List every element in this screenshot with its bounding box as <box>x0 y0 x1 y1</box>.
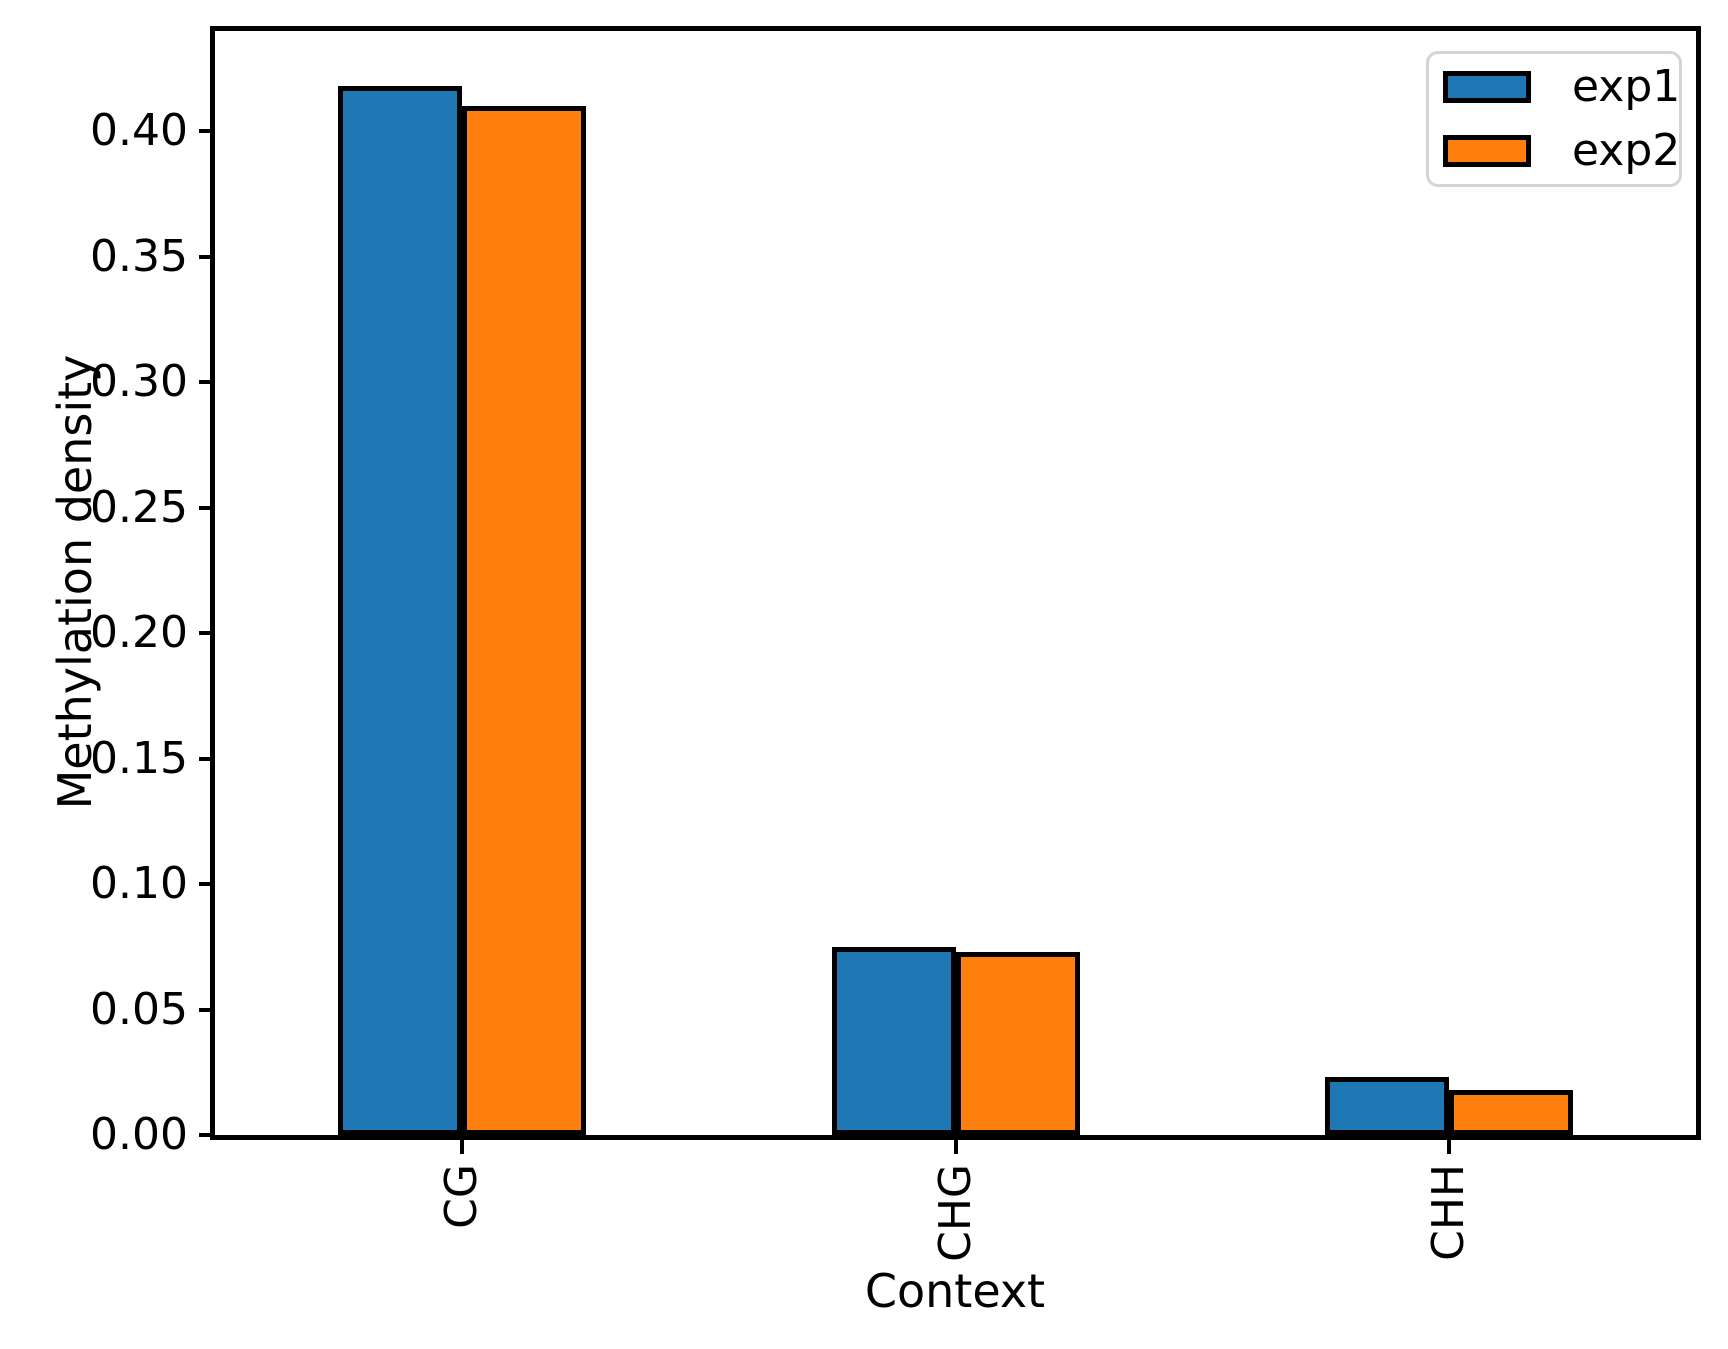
y-tick-mark <box>199 505 215 510</box>
y-tick-label: 0.00 <box>90 1109 188 1160</box>
y-tick-label: 0.35 <box>90 230 188 282</box>
bar-exp1-CG <box>337 86 462 1135</box>
x-tick-mark <box>459 1138 464 1154</box>
bar-exp1-CHG <box>831 947 956 1135</box>
y-tick-mark <box>199 380 215 385</box>
legend-swatch-exp1 <box>1443 71 1531 103</box>
x-tick-label: CHG <box>929 1164 981 1262</box>
legend-label: exp2 <box>1572 125 1681 176</box>
y-tick-mark <box>199 631 215 636</box>
x-axis-title: Context <box>864 1264 1046 1318</box>
bar-exp2-CG <box>461 106 586 1135</box>
legend-label: exp1 <box>1572 61 1681 112</box>
y-tick-mark <box>199 756 215 761</box>
legend: exp1 exp2 <box>1426 51 1682 187</box>
y-tick-label: 0.20 <box>90 607 188 659</box>
bar-exp2-CHG <box>955 952 1080 1135</box>
legend-swatch-exp2 <box>1443 135 1531 167</box>
y-tick-label: 0.05 <box>90 983 188 1035</box>
plot-area <box>210 26 1701 1140</box>
y-tick-label: 0.15 <box>90 732 188 784</box>
x-tick-mark <box>953 1138 958 1154</box>
bar-exp2-CHH <box>1449 1090 1574 1135</box>
y-tick-label: 0.40 <box>90 105 188 157</box>
x-tick-label: CHH <box>1423 1164 1475 1261</box>
legend-item: exp1 <box>1443 55 1681 119</box>
legend-item: exp2 <box>1443 119 1681 183</box>
y-tick-mark <box>199 129 215 134</box>
y-tick-mark <box>199 1007 215 1012</box>
bar-exp1-CHH <box>1325 1077 1450 1135</box>
x-tick-label: CG <box>435 1164 487 1229</box>
y-tick-mark <box>199 882 215 887</box>
y-tick-mark <box>199 254 215 259</box>
x-tick-mark <box>1447 1138 1452 1154</box>
y-tick-label: 0.25 <box>90 481 188 533</box>
y-tick-mark <box>199 1133 215 1137</box>
y-tick-label: 0.10 <box>90 858 188 910</box>
y-tick-label: 0.30 <box>90 356 188 408</box>
